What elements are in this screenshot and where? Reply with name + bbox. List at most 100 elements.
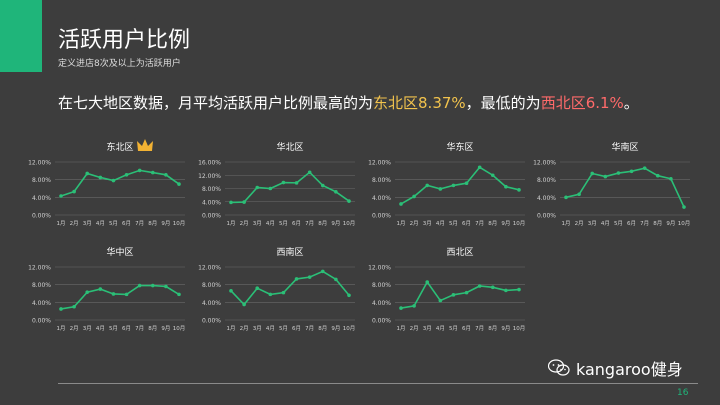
x-tick-label: 4月 <box>436 220 445 227</box>
page-number: 16 <box>677 388 689 398</box>
data-point <box>425 280 430 284</box>
headline-suffix: 。 <box>623 94 639 112</box>
data-point <box>124 292 129 297</box>
x-tick-label: 9月 <box>501 220 510 227</box>
y-tick-label: 8.00% <box>537 177 556 184</box>
x-tick-label: 6月 <box>292 325 301 332</box>
y-tick-label: 4.00% <box>202 199 221 206</box>
y-tick-label: 0.00% <box>202 318 221 325</box>
x-tick-label: 4月 <box>601 220 610 227</box>
data-point <box>412 304 416 308</box>
x-tick-label: 4月 <box>266 220 275 227</box>
data-point <box>490 285 495 290</box>
accent-bar <box>0 0 42 72</box>
chart-3: 华东区 12.00% 8.00% 4.00% 0.00% 1月 2月 3月 4月 5月 6月 7月 8月… <box>368 141 525 227</box>
x-tick-label: 3月 <box>588 220 597 227</box>
y-tick-label: 12.00% <box>28 265 51 272</box>
chart-title: 华南区 <box>611 141 638 153</box>
data-point <box>268 186 273 191</box>
x-tick-label: 9月 <box>666 220 675 227</box>
chart-2: 华北区 16.00% 12.00% 8.00% 4.00% 0.00% 1月 2月 3月 4月 5月… <box>198 141 355 227</box>
y-tick-label: 0.00% <box>32 213 51 220</box>
chart-1: 东北区 12.00% 8.00% 4.00% 0.00% 1月 2月 3月 4月 5月 6月 7月 8月… <box>28 139 185 227</box>
data-point <box>150 283 155 288</box>
data-point <box>164 284 168 289</box>
data-point <box>517 188 521 192</box>
x-tick-label: 2月 <box>70 325 79 332</box>
data-point <box>137 283 142 288</box>
y-tick-label: 12.00% <box>533 160 556 167</box>
x-tick-label: 2月 <box>240 220 249 227</box>
chart-title: 西北区 <box>446 247 473 258</box>
chart-title: 华北区 <box>276 141 303 153</box>
series-line <box>230 171 350 204</box>
x-tick-label: 8月 <box>488 325 497 332</box>
chart-title: 华东区 <box>446 141 473 153</box>
data-point <box>111 292 116 296</box>
chart-6: 西南区 12.00% 8.00% 4.00% 0.00% 1月 2月 3月 4月 5月 6月 7月 8月… <box>198 246 355 332</box>
data-point <box>85 171 90 176</box>
y-tick-label: 12.00% <box>368 160 391 167</box>
y-tick-label: 0.00% <box>202 213 221 220</box>
y-tick-label: 8.00% <box>372 282 391 289</box>
data-point <box>255 286 260 291</box>
y-tick-label: 8.00% <box>32 282 51 289</box>
headline: 在七大地区数据，月平均活跃用户比例最高的为东北区8.37%，最低的为西北区6.1… <box>58 92 639 113</box>
y-tick-label: 12.00% <box>198 173 221 180</box>
series-line <box>400 280 520 309</box>
x-tick-label: 8月 <box>318 220 327 227</box>
data-point <box>504 184 508 189</box>
data-point <box>590 171 595 176</box>
data-point <box>577 192 581 197</box>
y-tick-label: 12.00% <box>28 160 51 167</box>
x-tick-label: 9月 <box>501 325 510 332</box>
y-tick-label: 12.00% <box>368 265 391 272</box>
data-point <box>334 277 338 282</box>
data-point <box>307 170 312 175</box>
x-tick-label: 5月 <box>449 220 458 227</box>
x-tick-label: 10月 <box>173 220 186 227</box>
y-tick-label: 12.00% <box>198 265 221 272</box>
data-point <box>564 195 568 200</box>
x-tick-label: 1月 <box>562 220 571 227</box>
x-tick-label: 7月 <box>640 220 649 227</box>
headline-max-region: 东北区8.37% <box>373 94 466 112</box>
x-tick-label: 5月 <box>449 325 458 332</box>
y-tick-label: 4.00% <box>372 195 391 202</box>
x-tick-label: 5月 <box>109 220 118 227</box>
data-point <box>438 298 443 303</box>
x-tick-label: 8月 <box>318 325 327 332</box>
y-tick-label: 0.00% <box>372 318 391 325</box>
data-point <box>629 169 634 174</box>
x-tick-label: 9月 <box>331 220 340 227</box>
x-tick-label: 4月 <box>96 220 105 227</box>
data-point <box>669 176 673 181</box>
y-tick-label: 4.00% <box>32 300 51 307</box>
x-tick-label: 6月 <box>462 220 471 227</box>
data-point <box>477 284 482 288</box>
data-point <box>98 175 103 180</box>
x-tick-label: 10月 <box>343 325 356 332</box>
x-tick-label: 6月 <box>462 325 471 332</box>
x-tick-label: 7月 <box>475 220 484 227</box>
page-title: 活跃用户比例 <box>58 28 191 53</box>
x-tick-label: 7月 <box>135 325 144 332</box>
x-tick-label: 8月 <box>148 220 157 227</box>
x-tick-label: 10月 <box>513 325 526 332</box>
data-point <box>229 200 233 205</box>
x-tick-label: 10月 <box>343 220 356 227</box>
data-point <box>98 287 103 291</box>
data-point <box>124 173 129 177</box>
chart-title: 西南区 <box>276 246 303 258</box>
x-tick-label: 5月 <box>109 325 118 332</box>
data-point <box>642 166 647 170</box>
x-tick-label: 7月 <box>305 325 314 332</box>
x-tick-label: 8月 <box>488 220 497 227</box>
series-line <box>60 284 180 310</box>
x-tick-label: 4月 <box>436 325 445 332</box>
y-tick-label: 16.00% <box>198 160 221 167</box>
x-tick-label: 8月 <box>148 325 157 332</box>
x-tick-label: 2月 <box>410 325 419 332</box>
x-tick-label: 9月 <box>161 220 170 227</box>
